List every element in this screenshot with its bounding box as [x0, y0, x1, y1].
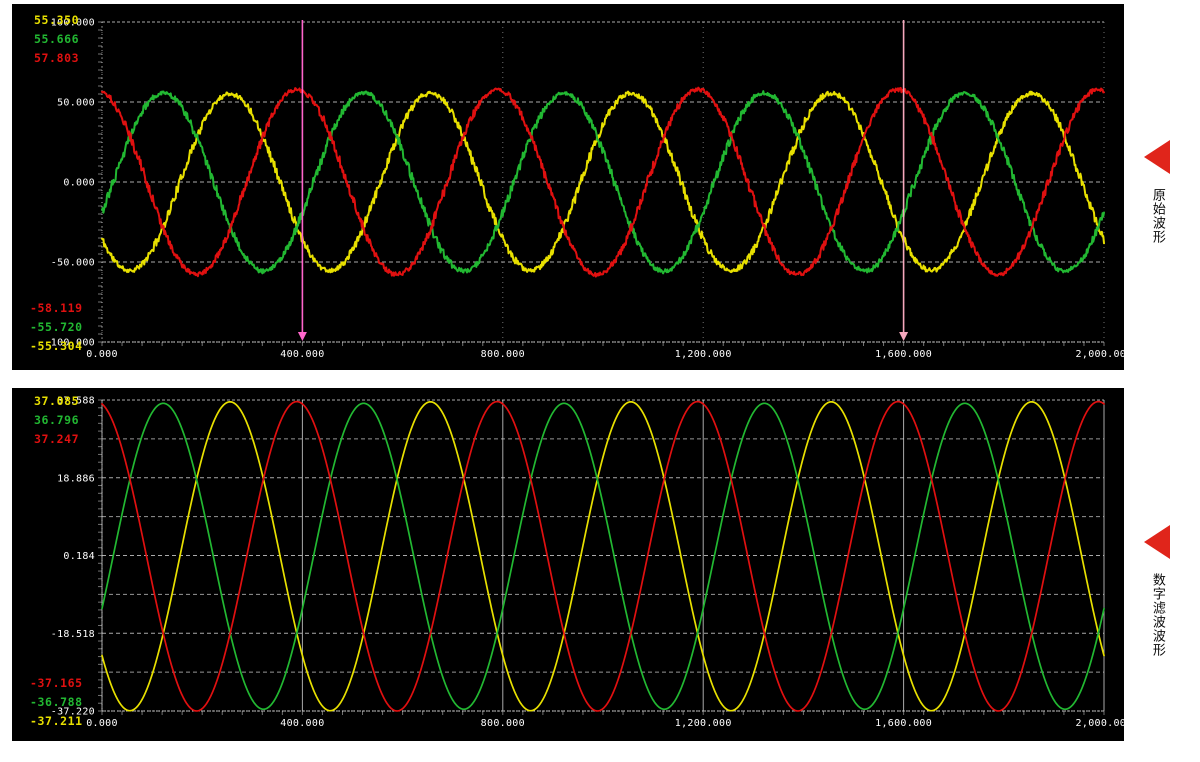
- y-axis-tick-label: -18.518: [51, 629, 95, 640]
- filtered-readout-min-green: -36.788: [30, 695, 83, 709]
- filtered-readout-min-red: -37.165: [30, 676, 83, 690]
- x-axis-tick-label: 0.000: [86, 718, 118, 729]
- raw-readout-min-green: -55.720: [30, 320, 83, 334]
- y-axis-tick-label: 18.886: [57, 473, 95, 484]
- raw-readout-min-yellow: -55.304: [30, 339, 83, 353]
- x-axis-tick-label: 400.000: [280, 718, 324, 729]
- filtered-waveform-marker: 数字滤波波形: [1144, 525, 1170, 657]
- left-triangle-icon: [1144, 525, 1170, 559]
- x-axis-tick-label: 400.000: [280, 349, 324, 360]
- y-axis-tick-label: -37.220: [51, 707, 95, 718]
- x-axis-tick-label: 2,000.000: [1076, 718, 1124, 729]
- filtered-readout-min-yellow: -37.211: [30, 714, 83, 728]
- x-axis-tick-label: 800.000: [481, 718, 525, 729]
- x-axis-tick-label: 1,200.000: [675, 349, 732, 360]
- y-axis-tick-label: 50.000: [57, 98, 95, 109]
- y-axis-tick-label: -100.000: [44, 338, 95, 349]
- raw-readout-max-red: 57.803: [34, 51, 80, 65]
- x-axis-tick-label: 0.000: [86, 349, 118, 360]
- raw-waveform-panel[interactable]: -100.000 -50.000 0.000 50.000 100.000 0.000 40…: [12, 4, 1124, 370]
- raw-waveform-marker: 原始波形: [1144, 140, 1170, 244]
- x-axis-tick-label: 1,600.000: [875, 349, 932, 360]
- filtered-waveform-label: 数字滤波波形: [1149, 573, 1165, 657]
- filtered-waveform-plot[interactable]: -37.220 -18.518 0.184 18.886 37.588 0.000 400.…: [12, 388, 1124, 741]
- filtered-readout-max-yellow: 37.085: [34, 394, 80, 408]
- x-axis-tick-label: 1,200.000: [675, 718, 732, 729]
- raw-waveform-plot[interactable]: -100.000 -50.000 0.000 50.000 100.000 0.000 40…: [12, 4, 1124, 370]
- raw-waveform-label: 原始波形: [1149, 188, 1165, 244]
- x-axis-tick-label: 1,600.000: [875, 718, 932, 729]
- y-axis-tick-label: 0.184: [63, 551, 95, 562]
- filtered-readout-max-green: 36.796: [34, 413, 80, 427]
- left-triangle-icon: [1144, 140, 1170, 174]
- y-axis-tick-label: 0.000: [63, 178, 95, 189]
- raw-readout-min-red: -58.119: [30, 301, 83, 315]
- x-axis-tick-label: 2,000.000: [1076, 349, 1124, 360]
- raw-readout-max-yellow: 55.350: [34, 13, 80, 27]
- y-axis-tick-label: 100.000: [51, 18, 95, 29]
- y-axis-tick-label: 37.588: [57, 396, 95, 407]
- filtered-readout-max-red: 37.247: [34, 432, 80, 446]
- x-axis-tick-label: 800.000: [481, 349, 525, 360]
- raw-readout-max-green: 55.666: [34, 32, 80, 46]
- filtered-waveform-panel[interactable]: -37.220 -18.518 0.184 18.886 37.588 0.000 400.…: [12, 388, 1124, 741]
- y-axis-tick-label: -50.000: [51, 258, 95, 269]
